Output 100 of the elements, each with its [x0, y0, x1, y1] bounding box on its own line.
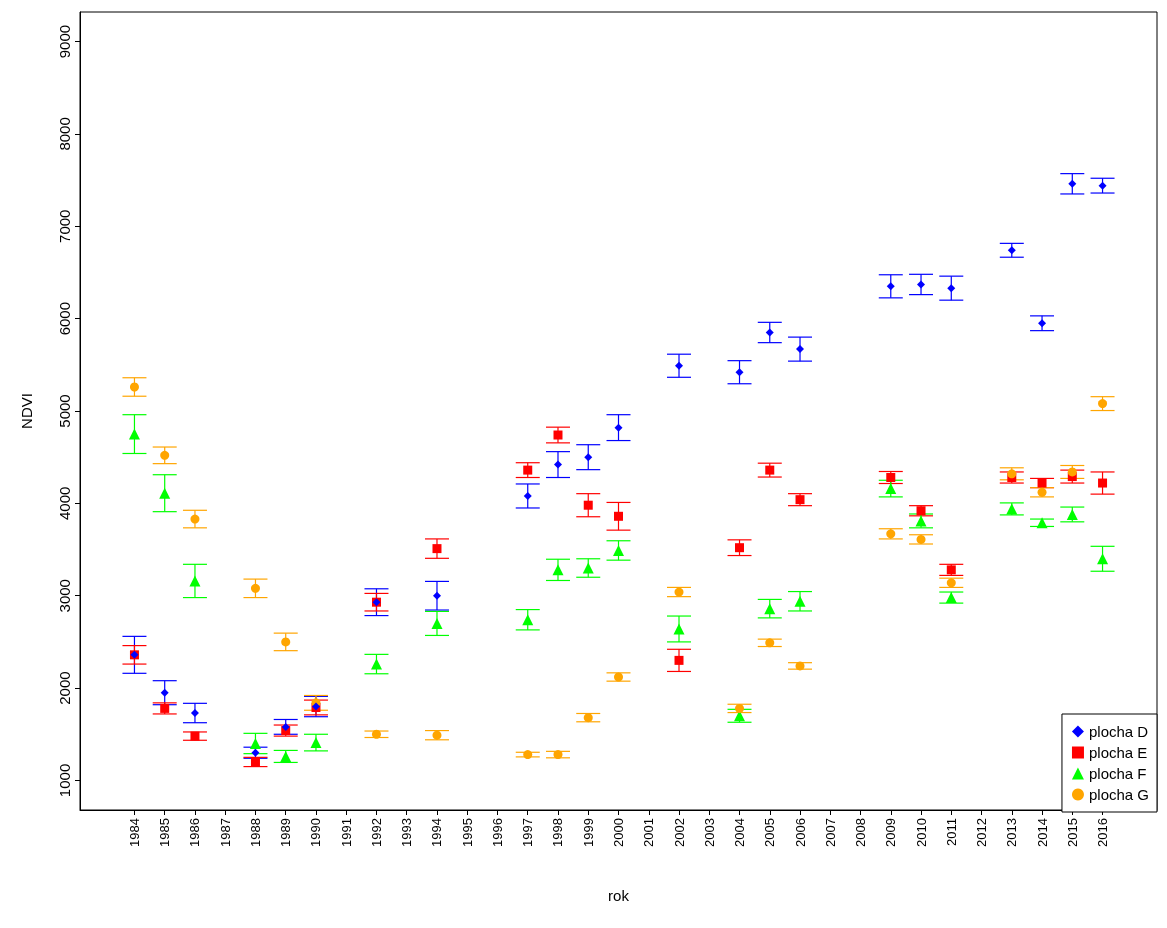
point — [795, 495, 805, 505]
point — [674, 655, 684, 665]
x-tick-label: 1990 — [308, 818, 324, 847]
point — [583, 500, 593, 510]
x-tick-label: 1989 — [278, 818, 294, 847]
x-tick-label: 2015 — [1064, 818, 1080, 847]
x-tick-label: 2008 — [853, 818, 869, 847]
point — [281, 722, 290, 731]
x-tick-label: 1999 — [580, 818, 596, 847]
point — [552, 564, 564, 576]
x-tick-label: 1995 — [459, 818, 475, 847]
point — [735, 543, 745, 553]
point — [1037, 478, 1047, 488]
x-tick-label: 1997 — [520, 818, 536, 847]
y-tick-label: 4000 — [56, 486, 73, 521]
point — [1037, 487, 1047, 497]
x-tick-label: 2002 — [671, 818, 687, 847]
point — [190, 514, 200, 524]
x-tick-label: 2010 — [913, 818, 929, 847]
point — [674, 587, 684, 597]
point — [553, 750, 563, 760]
x-tick-label: 2000 — [611, 818, 626, 847]
y-tick-label: 3000 — [56, 579, 73, 613]
point — [432, 544, 442, 554]
point — [1098, 181, 1107, 190]
x-tick-label: 1994 — [429, 818, 445, 847]
point — [1098, 478, 1108, 488]
point — [1066, 508, 1078, 520]
point — [765, 638, 775, 648]
point — [431, 617, 443, 629]
x-tick-label: 1986 — [187, 818, 203, 847]
point — [794, 595, 806, 607]
point — [584, 453, 593, 462]
y-tick-label: 7000 — [56, 209, 73, 243]
point — [885, 483, 897, 495]
point — [129, 382, 139, 392]
point — [523, 750, 533, 760]
point — [946, 578, 956, 588]
point — [371, 729, 381, 739]
x-tick-label: 2014 — [1034, 818, 1050, 847]
point — [614, 423, 623, 432]
x-tick-label: 2011 — [943, 818, 959, 846]
point — [281, 637, 291, 647]
x-tick-label: 1992 — [368, 818, 384, 847]
point — [1007, 469, 1017, 479]
point — [796, 345, 805, 354]
point — [1038, 319, 1047, 328]
point — [370, 658, 382, 670]
point — [1036, 517, 1048, 529]
x-tick-label: 1991 — [338, 818, 354, 847]
point — [523, 491, 532, 500]
point — [916, 534, 926, 544]
point — [523, 465, 533, 475]
point — [250, 757, 260, 767]
x-tick-label: 2016 — [1095, 818, 1111, 847]
legend-label: plocha F — [1088, 765, 1147, 782]
point — [915, 515, 927, 527]
y-tick-label: 9000 — [56, 24, 73, 59]
point — [1007, 246, 1016, 255]
point — [280, 750, 292, 762]
point — [886, 529, 896, 539]
point — [946, 565, 956, 575]
point — [916, 506, 926, 516]
legend-label: plocha D — [1088, 723, 1149, 740]
point — [1006, 503, 1018, 515]
x-tick-label: 2004 — [732, 818, 748, 847]
point — [1067, 467, 1077, 477]
x-tick-label: 1984 — [126, 818, 142, 847]
point — [522, 614, 534, 626]
x-axis-title: rok — [608, 887, 630, 904]
point — [159, 487, 171, 499]
point — [673, 623, 685, 635]
x-tick-label: 1993 — [399, 818, 415, 847]
x-tick-label: 2005 — [762, 818, 778, 847]
point — [189, 575, 201, 587]
point — [764, 603, 776, 615]
x-tick-label: 1987 — [217, 818, 233, 847]
point — [886, 473, 896, 482]
point — [1097, 553, 1109, 565]
point — [765, 328, 774, 337]
x-tick-label: 2003 — [701, 818, 717, 847]
x-tick-label: 2007 — [822, 818, 838, 847]
point — [886, 282, 895, 291]
point — [250, 583, 260, 593]
x-tick-label: 1996 — [489, 818, 505, 847]
point — [190, 731, 200, 741]
y-tick-label: 6000 — [56, 301, 73, 336]
point — [945, 592, 957, 604]
point — [614, 511, 623, 521]
point — [1068, 179, 1077, 188]
point — [947, 284, 956, 293]
x-tick-label: 1998 — [550, 818, 566, 847]
point — [795, 661, 805, 671]
x-tick-label: 2001 — [641, 818, 657, 847]
y-tick-label: 1000 — [56, 763, 73, 798]
y-tick-label: 8000 — [56, 117, 73, 151]
point — [735, 368, 744, 377]
point — [735, 703, 745, 713]
point — [1098, 399, 1108, 409]
point — [160, 688, 169, 697]
